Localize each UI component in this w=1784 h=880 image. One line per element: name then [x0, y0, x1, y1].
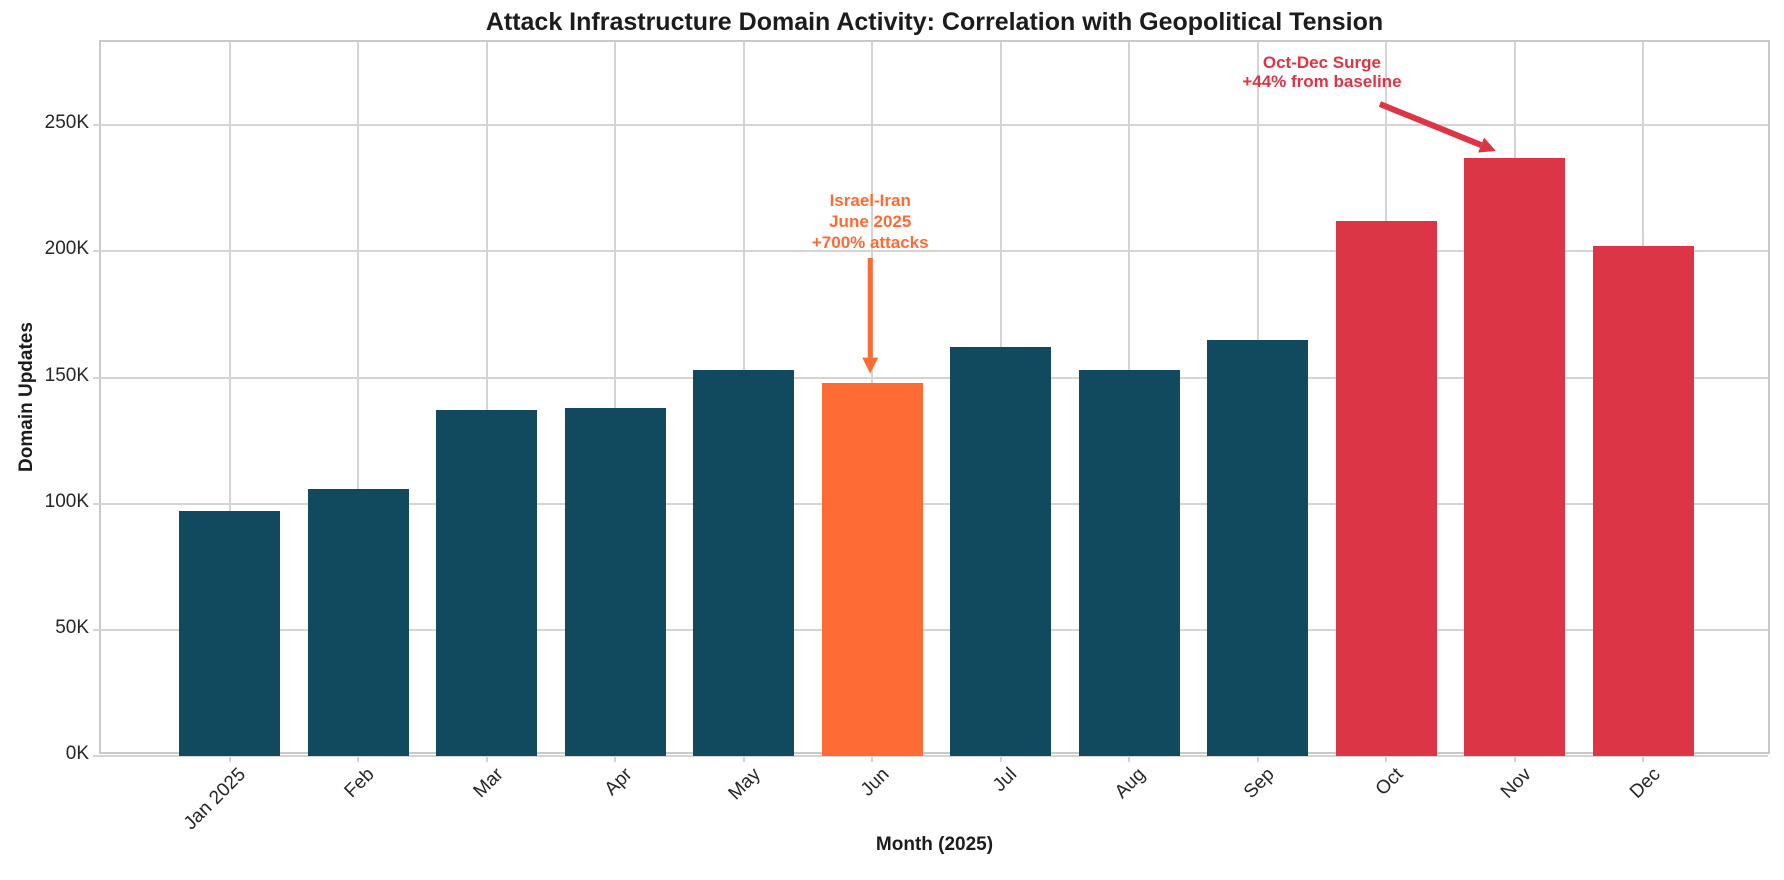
- bar: [1207, 339, 1309, 756]
- x-tick-label: May: [724, 764, 765, 805]
- bar: [564, 407, 666, 756]
- y-gridline: [93, 755, 1768, 757]
- bar: [1335, 221, 1437, 756]
- x-gridline: [614, 42, 617, 762]
- bar: [821, 382, 923, 756]
- x-tick-label: Apr: [600, 764, 636, 800]
- annotation-line: June 2025: [829, 212, 912, 231]
- annotation-june: Israel-Iran June 2025 +700% attacks: [812, 190, 929, 253]
- x-axis-label: Month (2025): [875, 834, 994, 855]
- bar: [1464, 158, 1566, 756]
- x-tick-label: Feb: [340, 764, 379, 803]
- bar: [307, 488, 409, 756]
- y-tick-label: 50K: [55, 616, 89, 638]
- y-axis-label-text: Domain Updates: [16, 322, 37, 472]
- x-tick-label: Nov: [1497, 764, 1536, 803]
- annotation-line: +44% from baseline: [1242, 72, 1402, 91]
- annotation-surge: Oct-Dec Surge +44% from baseline: [1242, 53, 1401, 91]
- bar: [179, 511, 281, 756]
- annotation-line: Israel-Iran: [829, 191, 911, 210]
- x-tick-label: Oct: [1371, 764, 1408, 800]
- bar: [1592, 246, 1694, 756]
- x-tick-label: Jan 2025: [180, 764, 251, 835]
- x-tick-label: Mar: [469, 764, 508, 802]
- x-tick-label: Sep: [1239, 764, 1279, 803]
- bar: [693, 369, 795, 756]
- x-tick-label: Jun: [856, 764, 894, 801]
- chart-title: Attack Infrastructure Domain Activity: C…: [485, 8, 1384, 36]
- y-tick-label: 200K: [44, 238, 89, 260]
- x-tick-label: Jul: [989, 764, 1022, 797]
- x-gridline: [228, 42, 231, 762]
- bar: [950, 347, 1052, 756]
- annotation-line: Oct-Dec Surge: [1262, 53, 1381, 72]
- y-gridline: [93, 376, 1768, 379]
- plot-area: [93, 40, 1770, 762]
- x-gridline: [485, 42, 488, 762]
- x-tick-label: Aug: [1111, 764, 1151, 803]
- y-tick-label: 100K: [44, 490, 89, 512]
- y-tick-label: 250K: [44, 112, 89, 134]
- x-tick-label: Dec: [1625, 764, 1665, 803]
- bar: [1078, 369, 1180, 756]
- y-gridline: [93, 250, 1768, 253]
- y-gridline: [93, 502, 1768, 505]
- y-gridline: [93, 628, 1768, 631]
- x-gridline: [357, 42, 360, 762]
- y-gridline: [93, 124, 1768, 127]
- y-tick-label: 150K: [44, 364, 89, 386]
- annotation-line: +700% attacks: [811, 233, 929, 252]
- bar: [436, 410, 538, 756]
- y-tick-label: 0K: [65, 743, 89, 764]
